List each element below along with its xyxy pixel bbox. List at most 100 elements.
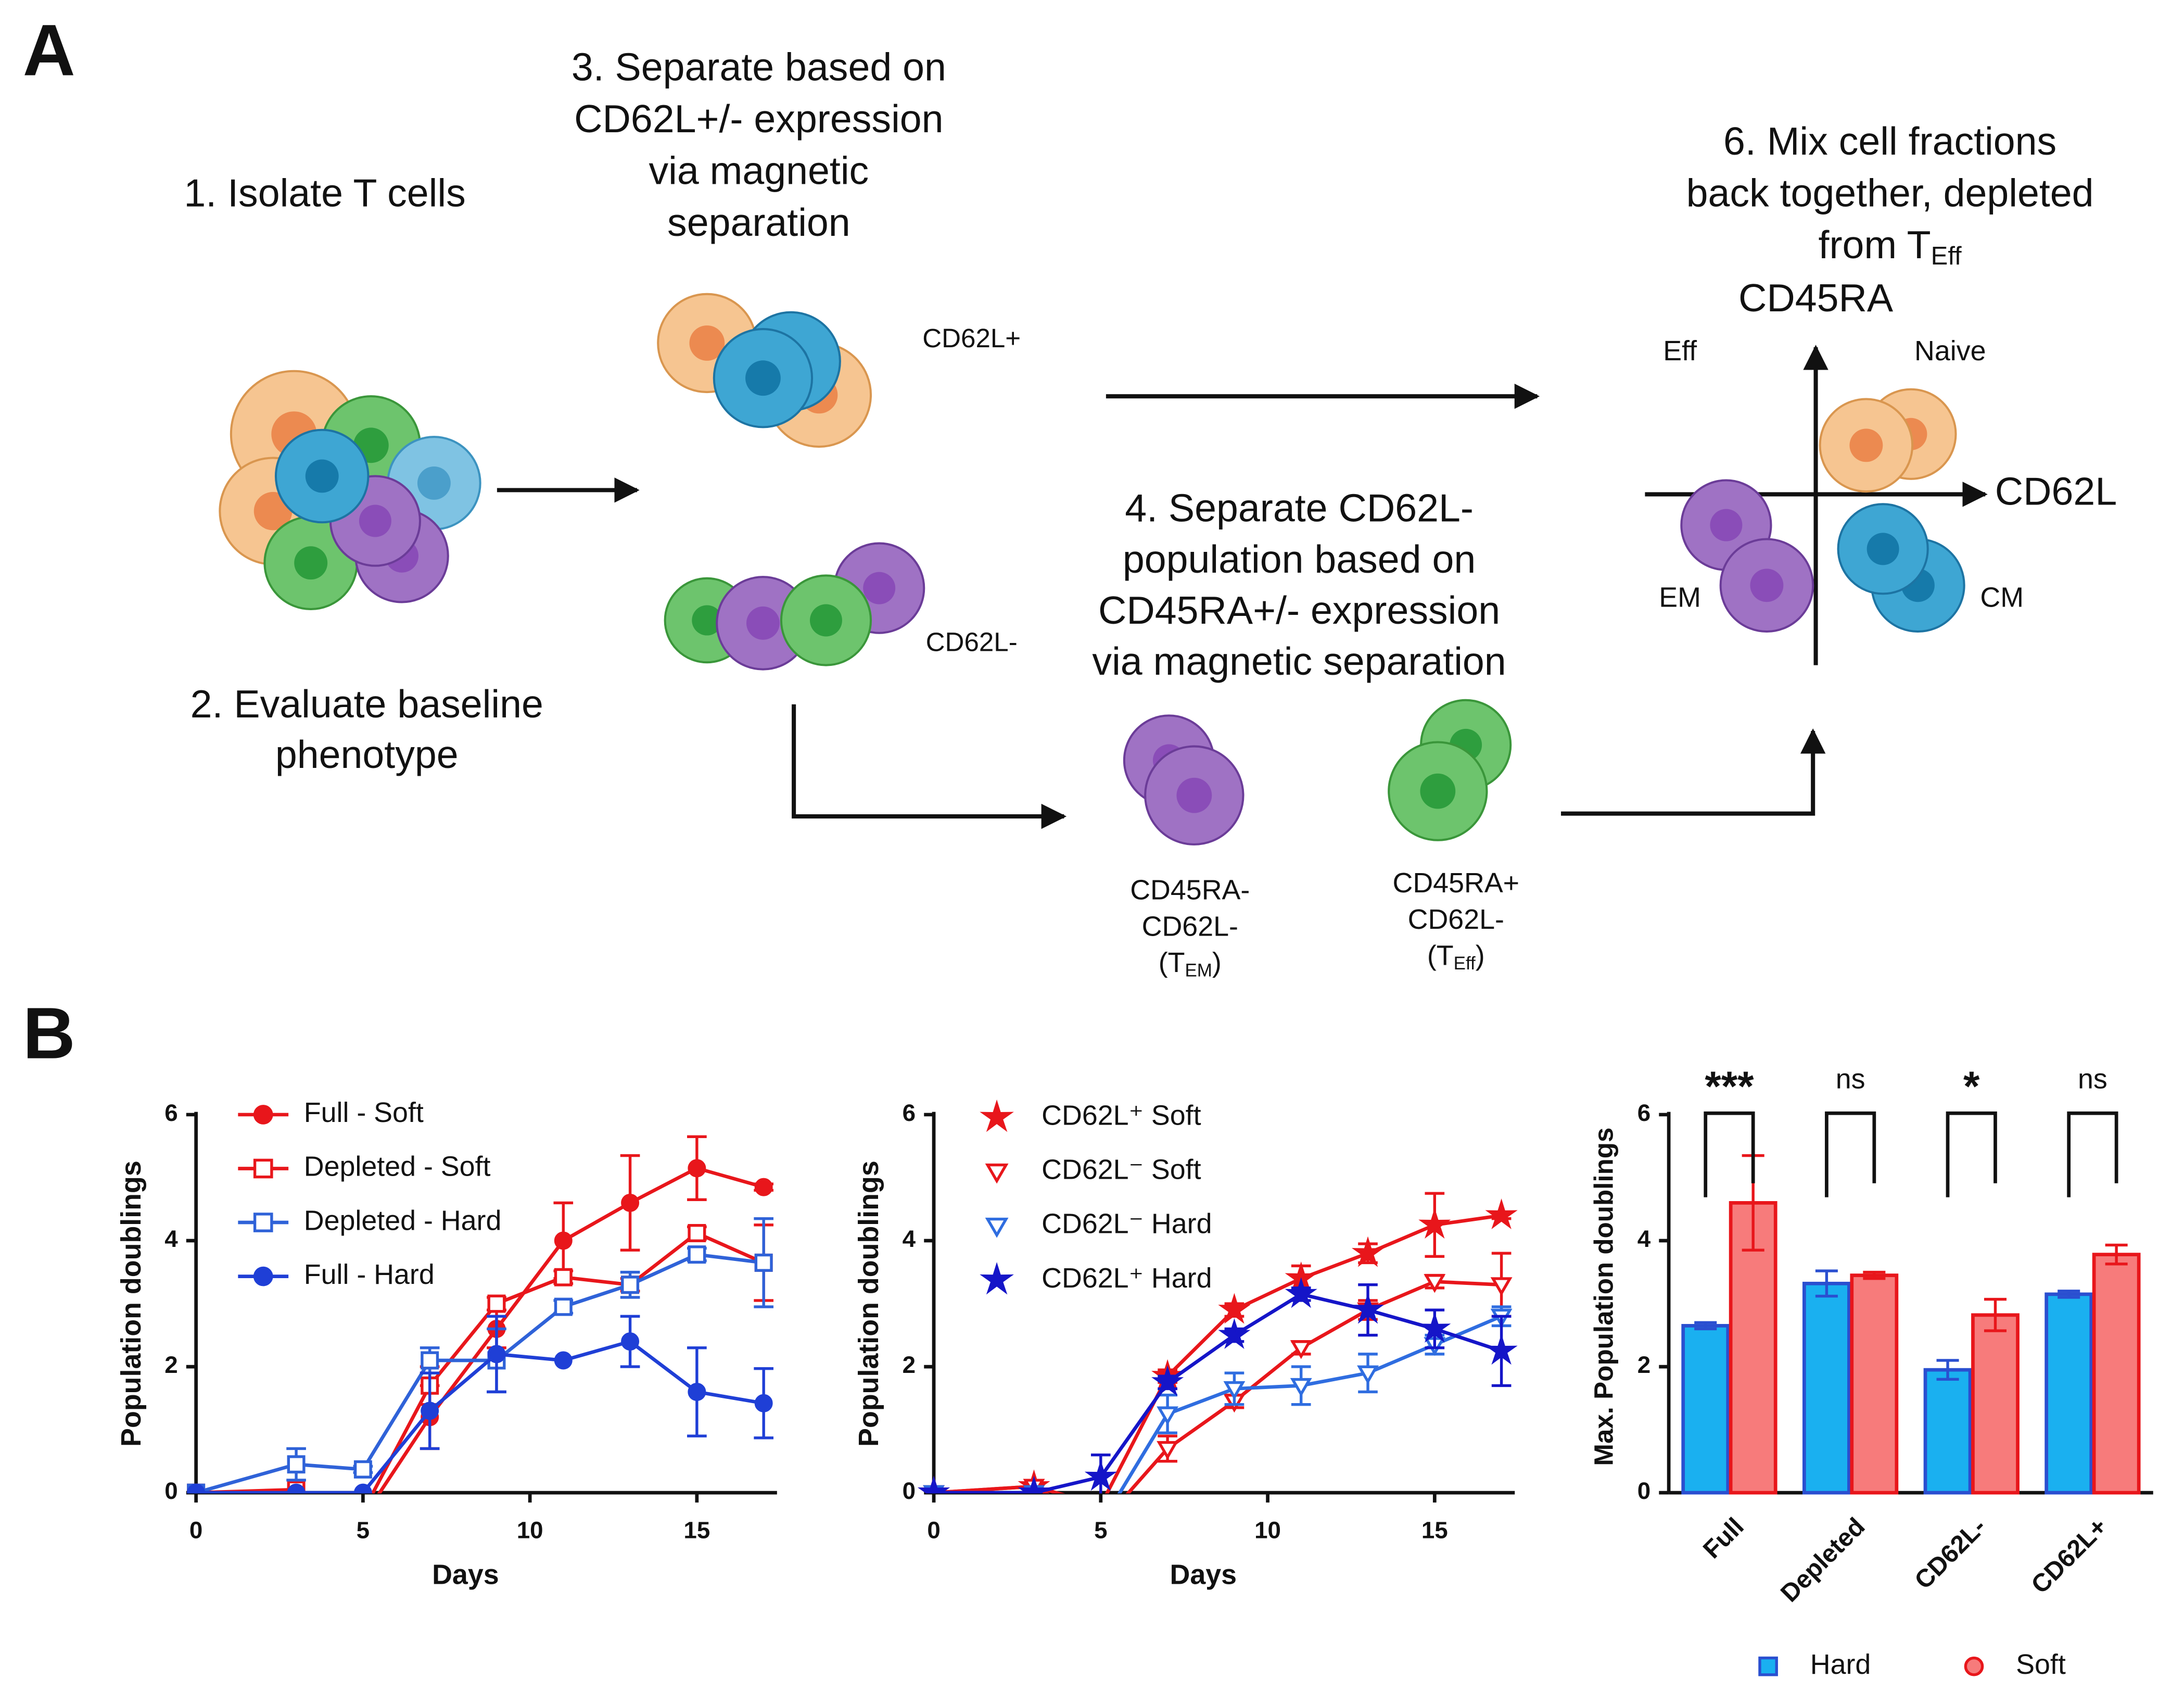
x-tick-label: 15 — [683, 1517, 710, 1544]
marker — [621, 1193, 640, 1212]
marker — [1490, 1277, 1513, 1296]
marker — [253, 1158, 273, 1179]
marker — [688, 1383, 706, 1401]
series-line — [195, 1253, 764, 1494]
y-tick-label: 4 — [164, 1226, 178, 1252]
arrow — [792, 704, 1067, 829]
cell-nucleus — [863, 572, 896, 604]
marker — [421, 1351, 439, 1370]
marker — [1018, 1475, 1050, 1494]
marker — [1424, 1274, 1446, 1293]
y-tick-label: 2 — [164, 1352, 177, 1378]
significance-label: * — [1963, 1063, 1980, 1110]
marker — [1485, 1334, 1518, 1365]
label-part: (T — [1427, 940, 1454, 971]
marker — [554, 1351, 573, 1370]
legend-label: Full - Hard — [304, 1259, 435, 1290]
marker — [754, 1394, 773, 1412]
label: CD45RA+ — [1392, 867, 1519, 899]
label: population based on — [1123, 537, 1476, 581]
label: phenotype — [275, 733, 459, 776]
legend-label: CD62L⁻ Soft — [1042, 1154, 1201, 1185]
significance-bracket — [2067, 1111, 2118, 1197]
x-tick-label: CD62L- — [1909, 1512, 1991, 1595]
label: A — [23, 9, 75, 91]
marker — [980, 1262, 1014, 1295]
marker — [253, 1266, 273, 1286]
legend-label: Depleted - Soft — [304, 1151, 491, 1182]
y-tick-label: 6 — [164, 1100, 177, 1126]
marker — [1351, 1293, 1385, 1324]
y-axis-label: Population doublings — [853, 1160, 884, 1447]
marker — [754, 1253, 773, 1272]
error-bar — [2105, 1243, 2128, 1266]
marker — [1290, 1378, 1312, 1397]
cell-nucleus — [1866, 533, 1899, 565]
label: 6. Mix cell fractions — [1723, 119, 2056, 163]
cell-nucleus — [1750, 569, 1784, 602]
x-tick-label: Full — [1698, 1512, 1749, 1564]
cell-nucleus — [746, 606, 780, 640]
label: (TEM) — [1159, 947, 1222, 980]
y-tick-label: 2 — [903, 1352, 916, 1378]
legend-label: Depleted - Hard — [304, 1205, 502, 1236]
plot-area — [187, 1135, 774, 1494]
label: CD62L+/- expression — [574, 97, 943, 141]
marker — [1351, 1236, 1385, 1267]
legend-label: CD62L⁺ Soft — [1042, 1100, 1201, 1131]
bar — [1971, 1313, 2020, 1495]
marker — [1290, 1340, 1312, 1359]
marker — [621, 1276, 640, 1294]
label-part: ) — [1476, 940, 1485, 971]
marker — [1151, 1365, 1184, 1396]
plot-area — [917, 1192, 1518, 1494]
y-tick-label: 2 — [1637, 1352, 1650, 1378]
marker — [1218, 1318, 1251, 1349]
bar — [1802, 1281, 1851, 1495]
cell-nucleus — [294, 546, 328, 580]
x-tick-label: 10 — [1254, 1517, 1281, 1544]
label: Naive — [1914, 335, 1986, 367]
marker — [187, 1483, 206, 1494]
significance-bracket — [1704, 1111, 1755, 1197]
label: CD62L- — [1408, 904, 1504, 935]
marker — [1418, 1311, 1451, 1343]
subscript: EM — [1185, 961, 1212, 981]
marker — [353, 1460, 372, 1479]
error-bar — [1694, 1321, 1717, 1331]
significance-label: *** — [1705, 1063, 1754, 1110]
marker — [1285, 1277, 1317, 1308]
label: 2. Evaluate baseline — [191, 682, 543, 726]
legend-marker — [1758, 1656, 1778, 1676]
bar — [1923, 1368, 1972, 1495]
label-part: (T — [1159, 947, 1185, 978]
cell-nucleus — [359, 504, 391, 537]
marker — [621, 1332, 640, 1351]
bar — [2045, 1292, 2093, 1495]
legend-marker — [1964, 1656, 1984, 1676]
marker — [1218, 1293, 1251, 1324]
y-tick-label: 0 — [903, 1478, 916, 1504]
x-tick-label: 0 — [927, 1517, 940, 1544]
label: B — [23, 992, 75, 1074]
label: CD45RA- — [1130, 874, 1250, 905]
x-tick-label: 5 — [357, 1517, 370, 1544]
marker — [754, 1178, 773, 1196]
arrow — [1561, 728, 1826, 816]
label: CM — [1980, 582, 2024, 613]
error-bar — [1815, 1269, 1838, 1298]
legend-label: Hard — [1810, 1649, 1871, 1680]
marker — [985, 1217, 1009, 1238]
error-bar — [1984, 1297, 2007, 1332]
bar — [1681, 1324, 1730, 1495]
y-tick-label: 6 — [903, 1100, 916, 1126]
marker — [253, 1105, 273, 1125]
x-tick-label: Depleted — [1775, 1512, 1871, 1608]
label: back together, depleted — [1686, 171, 2094, 214]
marker — [487, 1294, 506, 1313]
marker — [1157, 1441, 1179, 1460]
error-bar — [2058, 1290, 2080, 1299]
y-axis-label: Max. Population doublings — [1589, 1128, 1619, 1466]
label: CD62L- — [926, 627, 1018, 657]
legend-label: CD62L⁻ Hard — [1042, 1208, 1212, 1240]
